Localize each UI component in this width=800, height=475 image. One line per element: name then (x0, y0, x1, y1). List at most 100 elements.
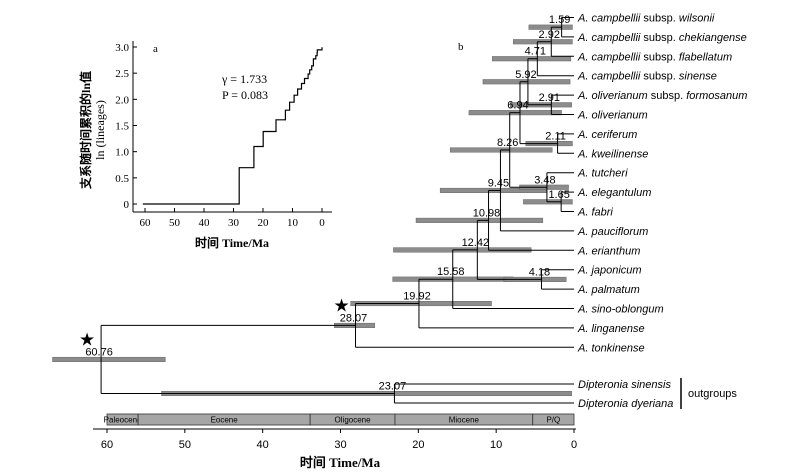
tip-label: A. campbellii subsp. sinense (577, 71, 717, 83)
outgroup-label: outgroups (688, 388, 737, 400)
calibration-star-icon: ★ (79, 329, 95, 350)
ltt-x-tick-label: 60 (140, 217, 152, 229)
tip-epithet: palmatum (590, 284, 639, 296)
tip-genus: A. (577, 129, 591, 141)
tip-genus: A. (577, 110, 591, 122)
ltt-y-tick-label: 3.0 (115, 42, 129, 54)
outgroup-bracket: outgroups (680, 378, 737, 409)
tip-genus: A. (577, 245, 591, 257)
tip-label: A. ceriferum (577, 129, 637, 141)
hpd-bar (528, 24, 573, 30)
tip-epithet: oliverianum (591, 90, 647, 102)
tip-infra-name: formosanum (686, 90, 747, 102)
tip-epithet: campbellii (591, 71, 640, 83)
time-axis-ticks: 60 50 40 30 20 10 0 (101, 429, 577, 451)
calibration-star-icon: ★ (333, 295, 349, 316)
time-axis-tick-label: 0 (571, 439, 577, 451)
ltt-panel: a 60 50 40 30 20 10 0 0 0.5 1.0 1.5 2.0 2.5 3.0 γ = … (78, 41, 332, 250)
era-label: Paleocene (104, 416, 142, 425)
tree-branches (100, 17, 574, 404)
panel-a-label: a (153, 43, 158, 55)
tip-label: A. campbellii subsp. flabellatum (577, 51, 732, 63)
ltt-y-tick-label: 1.5 (115, 121, 129, 133)
node-age-label: 9.45 (488, 177, 509, 189)
tip-genus: A. (577, 51, 591, 63)
ltt-x-tick-label: 30 (228, 217, 240, 229)
gamma-annotation: γ = 1.733 (221, 72, 267, 86)
tip-genus: A. (577, 304, 591, 316)
tip-epithet: campbellii (591, 51, 640, 63)
tip-epithet: elegantulum (591, 187, 651, 199)
tip-epithet: dyeriana (631, 398, 673, 410)
ltt-x-tick-label: 50 (169, 217, 181, 229)
time-axis-tick-label: 10 (490, 439, 502, 451)
hpd-bar (52, 356, 166, 362)
tip-label: A. tutcheri (577, 168, 628, 180)
node-age-label: 2.11 (545, 131, 566, 143)
tip-epithet: tonkinense (591, 342, 644, 354)
node-age-label: 5.92 (515, 69, 536, 81)
node-age-label: 1.65 (548, 189, 569, 201)
tip-genus: A. (577, 32, 591, 44)
ltt-y-axis-sublabel: ln (lineages) (93, 100, 107, 160)
tip-rank: subsp. (640, 71, 679, 83)
ltt-x-ticks: 60 50 40 30 20 10 0 (140, 208, 325, 229)
node-age-label: 3.48 (534, 174, 555, 186)
node-age-label: 1.59 (549, 14, 570, 26)
ltt-y-tick-label: 1.0 (115, 147, 129, 159)
node-age-label: 60.76 (85, 346, 113, 358)
tip-genus: A. (577, 284, 591, 296)
tip-epithet: erianthum (591, 245, 640, 257)
tip-epithet: campbellii (591, 32, 640, 44)
tip-genus: Dipteronia (578, 379, 631, 391)
tip-genus: A. (577, 71, 591, 83)
ltt-x-axis-label: 时间 Time/Ma (195, 235, 269, 250)
tip-label: A. linganense (577, 323, 645, 335)
tip-epithet: japonicum (589, 265, 641, 277)
node-age-label: 2.92 (539, 29, 560, 41)
tip-genus: A. (577, 90, 591, 102)
tip-infra-name: flabellatum (679, 51, 732, 63)
tip-label: Dipteronia dyeriana (578, 398, 673, 410)
era-label: P/Q (546, 416, 560, 425)
tip-label: A. campbellii subsp. wilsonii (577, 13, 715, 25)
tip-genus: A. (577, 13, 591, 25)
tip-epithet: ceriferum (591, 129, 637, 141)
node-age-label: 4.71 (525, 46, 546, 58)
chronogram-panel: b 60.76 28.07 23.07 19.92 15.58 12.42 4.18 10.9… (52, 13, 747, 470)
time-axis-tick-label: 60 (101, 439, 113, 451)
tip-epithet: linganense (591, 323, 644, 335)
ltt-x-tick-label: 20 (258, 217, 270, 229)
ltt-x-tick-label: 10 (287, 217, 299, 229)
ltt-step-line (142, 47, 323, 205)
tip-label: A. japonicum (577, 265, 642, 277)
ltt-y-axis-label-group: 支系随时间累积的ln值 ln (lineages) (78, 71, 107, 190)
tip-label: A. campbellii subsp. chekiangense (577, 32, 747, 44)
ltt-x-tick-label: 40 (199, 217, 211, 229)
era-label: Eocene (211, 416, 239, 425)
ltt-y-tick-label: 2.0 (115, 94, 129, 106)
hpd-bar (350, 301, 492, 307)
calibration-stars: ★★ (79, 295, 350, 350)
node-age-labels: 60.76 28.07 23.07 19.92 15.58 12.42 4.18 10.98 9… (85, 14, 570, 392)
node-age-label: 10.98 (473, 207, 501, 219)
tip-rank: subsp. (648, 90, 687, 102)
node-age-label: 23.07 (379, 381, 407, 393)
tip-genus: A. (577, 187, 591, 199)
tip-rank: subsp. (640, 32, 679, 44)
tip-label: A. oliverianum (577, 110, 648, 122)
tip-infra-name: chekiangense (679, 32, 747, 44)
tip-label: A. palmatum (577, 284, 640, 296)
tip-label: A. kweilinense (577, 148, 648, 160)
tip-genus: Dipteronia (578, 398, 631, 410)
tip-genus: A. (577, 148, 591, 160)
time-axis-label: 时间 Time/Ma (300, 455, 381, 470)
geologic-timescale: Paleocene Eocene Oligocene Miocene P/Q (104, 413, 575, 426)
tip-label: A. fabri (577, 207, 613, 219)
tip-genus: A. (577, 342, 591, 354)
p-value-annotation: P = 0.083 (222, 88, 268, 102)
ltt-y-tick-label: 0 (124, 199, 130, 211)
